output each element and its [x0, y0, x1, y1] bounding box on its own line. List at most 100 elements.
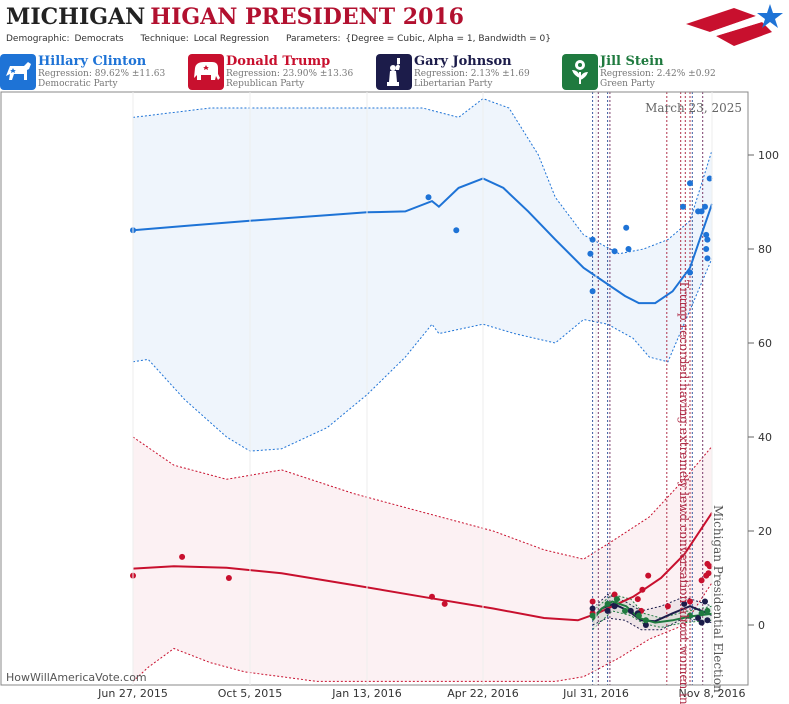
trump-poll-point	[645, 572, 652, 579]
legend-trump: Donald Trump Regression: 23.90% ±13.36 R…	[188, 54, 374, 92]
clinton-poll-point	[702, 203, 708, 210]
trump-lower-bound	[132, 582, 713, 682]
johnson-poll-point	[704, 617, 711, 624]
title-race: HIGAN PRESIDENT 2016	[150, 4, 464, 30]
trump-poll-point	[589, 598, 596, 605]
clinton-poll-point	[703, 231, 710, 238]
johnson-poll-point	[698, 619, 705, 626]
trump-poll-point	[639, 586, 646, 593]
x-tick-label: Jan 13, 2016	[331, 687, 401, 700]
legend-johnson: Gary Johnson Regression: 2.13% ±1.69 Lib…	[376, 54, 562, 92]
site-logo-icon	[686, 4, 783, 46]
x-tick-label: Oct 5, 2015	[218, 687, 283, 700]
candidate-regression: Regression: 23.90% ±13.36	[226, 69, 354, 79]
legend-stein: Jill Stein Regression: 2.42% ±0.92 Green…	[562, 54, 748, 92]
johnson-poll-point	[642, 622, 649, 628]
trump-poll-point	[698, 577, 705, 584]
candidate-name: Gary Johnson	[414, 54, 512, 69]
trump-poll-point	[687, 598, 693, 605]
clinton-poll-point	[611, 248, 618, 255]
clinton-poll-point	[625, 246, 632, 252]
y-tick-label: 40	[758, 431, 772, 444]
y-tick-label: 100	[758, 149, 779, 162]
x-tick-label: Nov 8, 2016	[679, 687, 746, 700]
johnson-poll-point	[604, 607, 611, 614]
clinton-poll-point	[703, 246, 710, 252]
trump-upper-bound	[132, 436, 713, 560]
stein-poll-point	[622, 607, 628, 614]
candidate-party: Green Party	[600, 79, 655, 89]
johnson-poll-point	[695, 615, 702, 621]
johnson-poll-point	[627, 607, 634, 614]
clinton-poll-point	[706, 175, 713, 182]
clinton-trend-line	[132, 177, 713, 305]
stein-poll-point	[635, 612, 642, 619]
stein-poll-point	[613, 596, 620, 603]
y-tick-label: 60	[758, 337, 772, 350]
plot-frame	[0, 91, 749, 686]
clinton-poll-point	[425, 194, 432, 201]
demographic-label: Demographic:	[6, 34, 70, 44]
chart-title: MICHIGAN HIGAN PRESIDENT 2016	[6, 4, 686, 34]
x-tick-label: Apr 22, 2016	[447, 687, 519, 700]
clinton-poll-point	[587, 250, 594, 257]
trump-poll-point	[225, 575, 232, 581]
candidate-regression: Regression: 2.13% ±1.69	[414, 69, 530, 79]
candidate-regression: Regression: 89.62% ±11.63	[38, 69, 166, 79]
y-tick-label: 20	[758, 525, 772, 538]
trump-ci-band	[133, 437, 712, 682]
y-tick-label: 0	[758, 619, 765, 632]
trump-poll-point	[706, 563, 713, 570]
trump-poll-point	[179, 553, 186, 560]
event-label: Michigan Presidential Election	[711, 505, 725, 693]
candidate-regression: Regression: 2.42% ±0.92	[600, 69, 716, 79]
clinton-upper-bound	[132, 98, 713, 255]
candidate-party: Republican Party	[226, 79, 305, 89]
candidate-party: Libertarian Party	[414, 79, 493, 89]
johnson-upper-bound	[592, 593, 713, 612]
stein-ci-band	[592, 594, 712, 630]
technique-value: Local Regression	[193, 34, 270, 44]
stein-poll-point	[704, 607, 711, 614]
clinton-poll-point	[589, 288, 596, 295]
y-tick-label: 80	[758, 243, 772, 256]
candidate-name: Jill Stein	[600, 54, 664, 69]
x-tick-label: Jun 27, 2015	[97, 687, 168, 700]
candidate-name: Hillary Clinton	[38, 54, 147, 69]
title-state: MICHIGAN	[6, 4, 146, 30]
clinton-poll-point	[698, 208, 705, 215]
trump-poll-point	[429, 593, 435, 600]
source-credit: HowWillAmericaVote.com	[6, 671, 147, 684]
stein-poll-point	[604, 600, 611, 607]
legend-clinton: Hillary Clinton Regression: 89.62% ±11.6…	[0, 54, 186, 92]
stein-poll-point	[642, 617, 649, 624]
trump-poll-point	[664, 603, 671, 610]
parameters-label: Parameters:	[285, 34, 341, 44]
clinton-poll-point	[704, 236, 711, 243]
as-of-date: March 23, 2025	[645, 101, 742, 115]
clinton-poll-point	[687, 180, 693, 187]
trump-trend-line	[132, 512, 713, 622]
candidate-name: Donald Trump	[226, 54, 331, 69]
clinton-lower-bound	[132, 258, 713, 452]
clinton-poll-point	[704, 255, 711, 262]
clinton-poll-point	[687, 269, 693, 276]
stein-poll-point	[687, 612, 693, 619]
demographic-value: Democrats	[74, 34, 124, 44]
johnson-poll-point	[611, 603, 618, 610]
statue-of-liberty-icon	[376, 54, 412, 90]
x-tick-label: Jul 31, 2016	[562, 687, 629, 700]
clinton-poll-point	[680, 203, 686, 210]
johnson-poll-point	[589, 605, 596, 612]
parameters-value: {Degree = Cubic, Alpha = 1, Bandwidth = …	[345, 34, 551, 44]
trump-poll-point	[705, 570, 712, 577]
donkey-icon	[0, 54, 36, 90]
stein-poll-point	[698, 610, 705, 617]
stein-poll-point	[589, 612, 596, 619]
clinton-poll-point	[589, 236, 596, 243]
clinton-ci-band	[133, 98, 712, 452]
clinton-poll-point	[623, 224, 630, 231]
trump-poll-point	[634, 596, 641, 603]
technique-label: Technique:	[140, 34, 189, 44]
